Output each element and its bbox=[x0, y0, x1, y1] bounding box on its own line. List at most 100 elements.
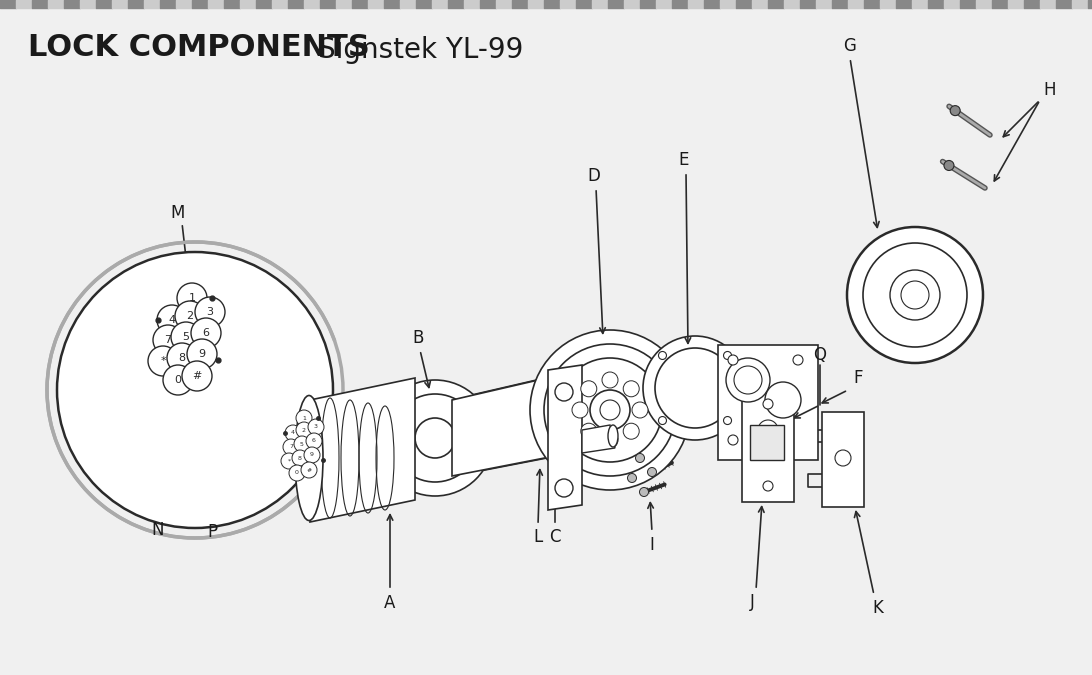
Text: J: J bbox=[749, 593, 755, 611]
Text: C: C bbox=[549, 528, 561, 546]
Circle shape bbox=[296, 422, 312, 438]
Circle shape bbox=[724, 352, 732, 360]
Polygon shape bbox=[452, 375, 560, 476]
Circle shape bbox=[157, 305, 187, 335]
Circle shape bbox=[590, 390, 630, 430]
Circle shape bbox=[728, 435, 738, 445]
Circle shape bbox=[308, 419, 324, 435]
Circle shape bbox=[835, 450, 851, 466]
Polygon shape bbox=[310, 378, 415, 522]
Circle shape bbox=[306, 433, 322, 449]
Circle shape bbox=[636, 454, 644, 462]
Circle shape bbox=[624, 423, 639, 439]
Text: 9: 9 bbox=[199, 349, 205, 359]
Circle shape bbox=[943, 161, 954, 171]
Circle shape bbox=[950, 105, 960, 115]
Circle shape bbox=[600, 400, 620, 420]
Circle shape bbox=[763, 481, 773, 491]
Circle shape bbox=[304, 447, 320, 463]
Text: M: M bbox=[170, 204, 186, 222]
Text: *: * bbox=[287, 458, 290, 464]
Text: 8: 8 bbox=[178, 353, 186, 363]
Circle shape bbox=[658, 352, 666, 360]
Text: 3: 3 bbox=[206, 307, 214, 317]
Circle shape bbox=[391, 394, 479, 482]
Bar bbox=[750, 425, 784, 460]
Text: B: B bbox=[413, 329, 424, 347]
Text: F: F bbox=[853, 369, 863, 387]
Text: Signstek YL-99: Signstek YL-99 bbox=[318, 36, 523, 64]
Circle shape bbox=[182, 361, 212, 391]
Text: LOCK COMPONENTS: LOCK COMPONENTS bbox=[28, 34, 370, 63]
Circle shape bbox=[187, 339, 217, 369]
Text: E: E bbox=[679, 151, 689, 169]
Bar bbox=[822, 412, 864, 507]
Text: #: # bbox=[192, 371, 202, 381]
Text: 0: 0 bbox=[175, 375, 181, 385]
Text: 5: 5 bbox=[182, 332, 190, 342]
Circle shape bbox=[624, 381, 639, 397]
Circle shape bbox=[847, 227, 983, 363]
Text: 8: 8 bbox=[298, 456, 301, 460]
Text: 6: 6 bbox=[312, 439, 316, 443]
Circle shape bbox=[555, 479, 573, 497]
Circle shape bbox=[292, 450, 308, 466]
Text: #: # bbox=[307, 468, 311, 472]
Circle shape bbox=[632, 402, 648, 418]
Circle shape bbox=[655, 348, 735, 428]
Circle shape bbox=[296, 410, 312, 426]
Circle shape bbox=[728, 355, 738, 365]
Bar bbox=[719, 345, 818, 460]
Text: L: L bbox=[533, 528, 543, 546]
Circle shape bbox=[558, 358, 662, 462]
Circle shape bbox=[763, 399, 773, 409]
Text: K: K bbox=[873, 599, 883, 617]
Circle shape bbox=[581, 423, 597, 439]
Circle shape bbox=[640, 487, 649, 497]
Text: 7: 7 bbox=[289, 445, 293, 450]
Circle shape bbox=[555, 383, 573, 401]
Circle shape bbox=[890, 270, 940, 320]
Circle shape bbox=[901, 281, 929, 309]
Circle shape bbox=[177, 283, 207, 313]
Text: 4: 4 bbox=[290, 431, 295, 435]
Text: Q: Q bbox=[814, 346, 827, 364]
Bar bbox=[741, 390, 794, 502]
Text: 1: 1 bbox=[189, 293, 195, 303]
Circle shape bbox=[167, 343, 197, 373]
Text: 0: 0 bbox=[295, 470, 299, 475]
Circle shape bbox=[734, 366, 762, 394]
Circle shape bbox=[572, 402, 587, 418]
Text: 3: 3 bbox=[314, 425, 318, 429]
Text: 2: 2 bbox=[302, 427, 306, 433]
Text: 4: 4 bbox=[168, 315, 176, 325]
Polygon shape bbox=[548, 365, 582, 510]
Circle shape bbox=[281, 453, 297, 469]
Text: D: D bbox=[587, 167, 601, 185]
Circle shape bbox=[602, 432, 618, 448]
Circle shape bbox=[285, 425, 301, 441]
Circle shape bbox=[765, 382, 802, 418]
Circle shape bbox=[377, 380, 492, 496]
Polygon shape bbox=[582, 425, 615, 453]
Text: A: A bbox=[384, 594, 395, 612]
Ellipse shape bbox=[608, 425, 618, 447]
Ellipse shape bbox=[295, 396, 323, 520]
Circle shape bbox=[175, 301, 205, 331]
Circle shape bbox=[163, 365, 193, 395]
Circle shape bbox=[153, 325, 183, 355]
Text: I: I bbox=[650, 536, 654, 554]
Circle shape bbox=[628, 473, 637, 483]
Circle shape bbox=[195, 297, 225, 327]
Circle shape bbox=[57, 252, 333, 528]
Circle shape bbox=[283, 439, 299, 455]
Circle shape bbox=[294, 436, 310, 452]
Circle shape bbox=[581, 381, 597, 397]
Text: 2: 2 bbox=[187, 311, 193, 321]
Text: 6: 6 bbox=[202, 328, 210, 338]
Circle shape bbox=[648, 468, 656, 477]
Text: 7: 7 bbox=[165, 335, 171, 345]
Circle shape bbox=[544, 344, 676, 476]
Circle shape bbox=[726, 358, 770, 402]
Circle shape bbox=[658, 416, 666, 425]
